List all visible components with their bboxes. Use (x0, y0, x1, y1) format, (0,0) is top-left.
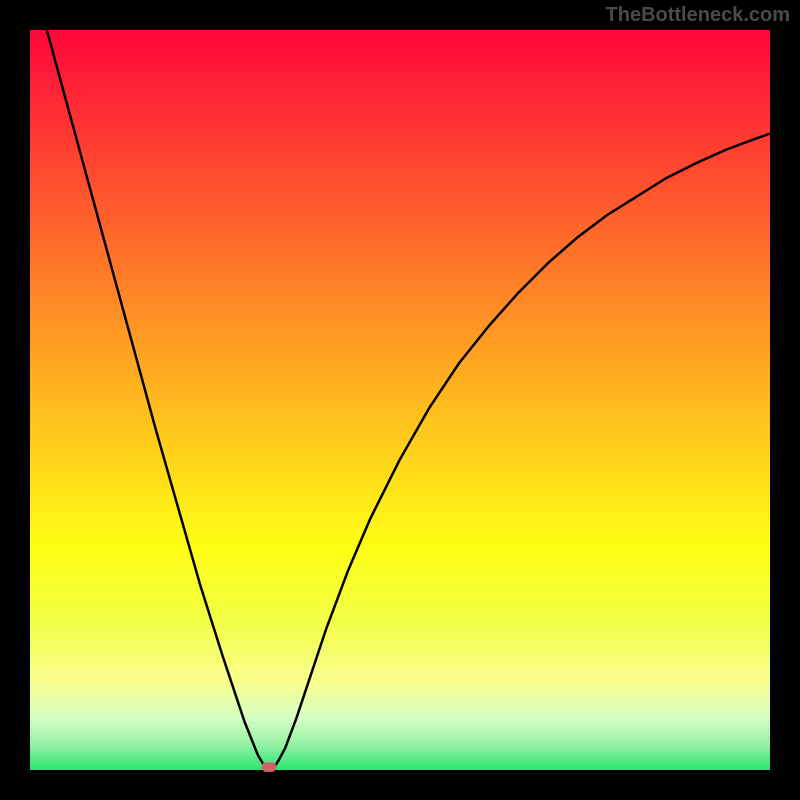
chart-container: TheBottleneck.com (0, 0, 800, 800)
plot-area-gradient (30, 30, 770, 770)
minimum-marker (262, 762, 277, 772)
bottleneck-curve-chart (0, 0, 800, 800)
watermark-text: TheBottleneck.com (606, 4, 790, 27)
